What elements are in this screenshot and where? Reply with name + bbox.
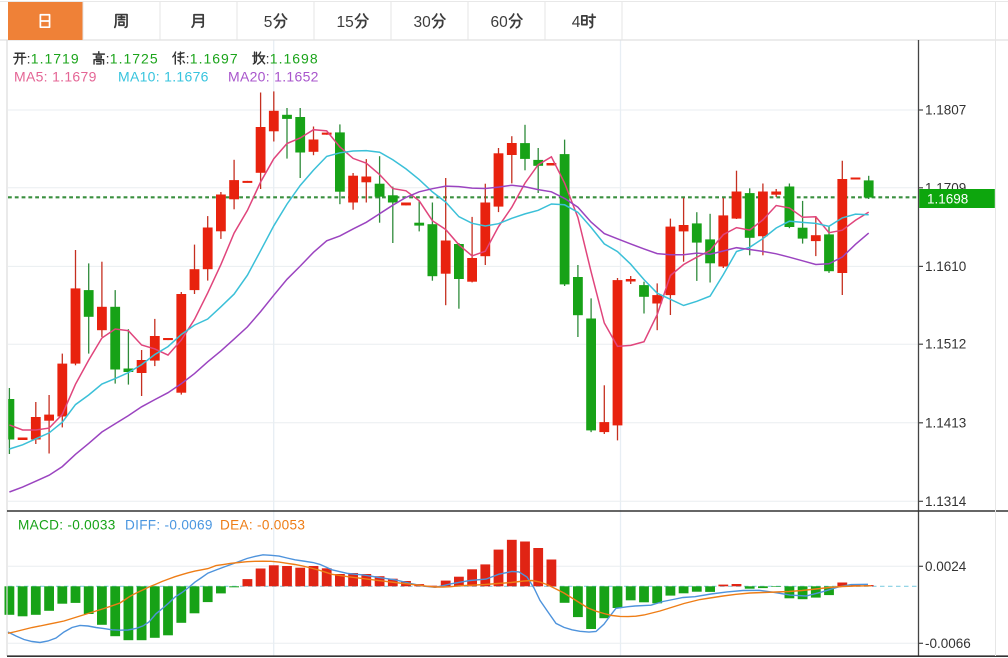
svg-text::: :: [27, 50, 31, 66]
svg-text:1.1698: 1.1698: [270, 50, 319, 66]
svg-text:4: 4: [572, 14, 581, 31]
svg-text:DIFF: -0.0069: DIFF: -0.0069: [125, 517, 213, 532]
svg-text:1.1512: 1.1512: [925, 337, 966, 352]
svg-text:1.1697: 1.1697: [190, 50, 239, 66]
svg-text:0.0024: 0.0024: [925, 559, 967, 574]
svg-text::: :: [266, 50, 270, 66]
svg-text::: :: [106, 50, 110, 66]
svg-text:MA20: 1.1652: MA20: 1.1652: [228, 69, 319, 85]
svg-text:1.1698: 1.1698: [927, 192, 968, 207]
svg-text:5: 5: [264, 14, 273, 31]
svg-text:MA5: 1.1679: MA5: 1.1679: [14, 69, 97, 85]
svg-text:60: 60: [491, 14, 509, 31]
svg-text:1.1719: 1.1719: [31, 50, 80, 66]
svg-text:MA10: 1.1676: MA10: 1.1676: [118, 69, 209, 85]
svg-text:MACD: -0.0033: MACD: -0.0033: [18, 517, 116, 532]
svg-text:1.1413: 1.1413: [925, 415, 966, 430]
svg-text:15: 15: [337, 14, 354, 31]
svg-text:1.1725: 1.1725: [110, 50, 159, 66]
svg-text:-0.0066: -0.0066: [925, 636, 971, 651]
svg-text:1.1314: 1.1314: [925, 494, 967, 509]
svg-text:1.1807: 1.1807: [925, 103, 966, 118]
svg-text:1.1610: 1.1610: [925, 259, 966, 274]
svg-text::: :: [186, 50, 190, 66]
svg-text:30: 30: [414, 14, 432, 31]
svg-text:DEA: -0.0053: DEA: -0.0053: [220, 517, 305, 532]
